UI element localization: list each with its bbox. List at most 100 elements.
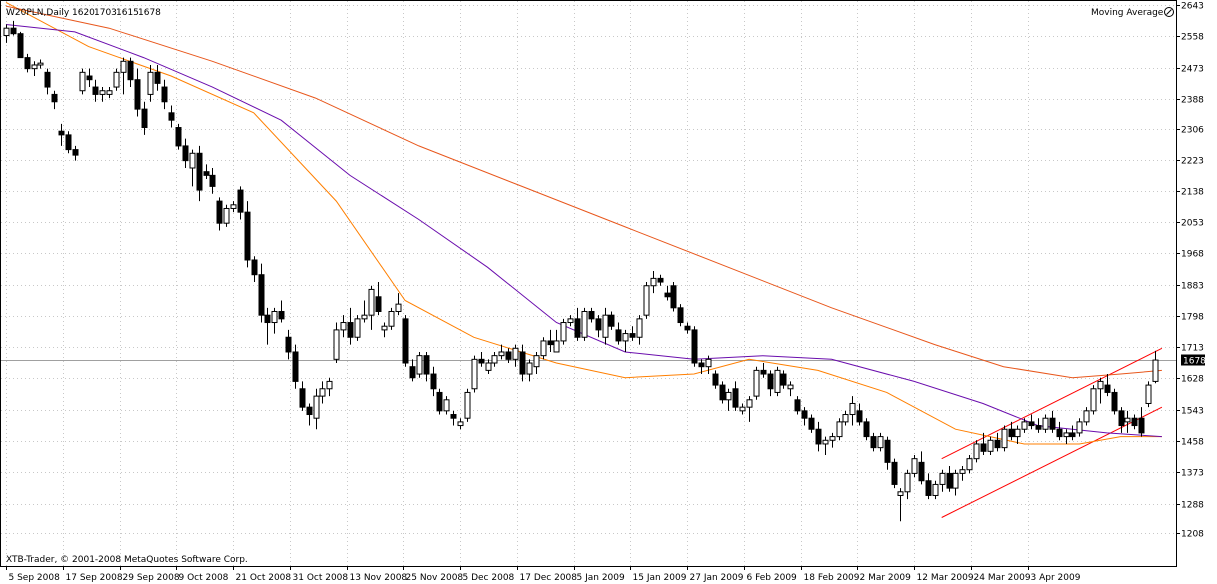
- candle: [471, 355, 478, 393]
- candle: [1083, 407, 1090, 426]
- candle-body-up: [1076, 421, 1083, 434]
- candle: [368, 285, 375, 330]
- candle-body-down: [24, 57, 31, 70]
- candle: [1118, 407, 1125, 433]
- candle: [629, 326, 636, 341]
- candle-body-up: [553, 340, 560, 353]
- candle-body-down: [450, 414, 457, 419]
- candle: [361, 300, 368, 323]
- candle-body-up: [1042, 417, 1049, 430]
- candle: [292, 344, 299, 389]
- candle-body-up: [1090, 388, 1097, 412]
- candle-body-up: [1083, 410, 1090, 423]
- candle: [1145, 381, 1152, 408]
- candle: [381, 322, 388, 338]
- candle: [92, 79, 99, 102]
- candle-body-up: [381, 325, 388, 331]
- candle-body-down: [58, 130, 65, 136]
- candle-body-up: [526, 362, 533, 375]
- candle: [278, 300, 285, 323]
- candle-body-down: [918, 461, 925, 482]
- x-tick-label: 13 Nov 2008: [350, 573, 408, 583]
- candle-body-up: [533, 355, 540, 368]
- candle: [99, 87, 106, 102]
- candle-body-up: [1001, 428, 1008, 449]
- candle: [388, 307, 395, 330]
- candle-body-up: [471, 358, 478, 390]
- candle-body-down: [237, 189, 244, 213]
- candle-body-down: [1049, 417, 1056, 430]
- candle: [285, 329, 292, 360]
- candle: [340, 315, 347, 338]
- candle-body-down: [264, 314, 271, 324]
- x-tick-label: 5 Sep 2008: [9, 573, 61, 583]
- candle-body-down: [856, 410, 863, 423]
- candle: [760, 363, 767, 378]
- candle-body-up: [1145, 384, 1152, 404]
- channel-line: [941, 406, 1163, 518]
- candle-body-down: [1104, 384, 1111, 393]
- candle: [416, 351, 423, 378]
- candle: [987, 436, 994, 455]
- candle: [725, 388, 732, 411]
- candle: [767, 370, 774, 397]
- grid-lines: [1, 1, 1176, 566]
- candle-body-down: [925, 480, 932, 496]
- y-tick-label: 1883: [1181, 282, 1204, 292]
- candle: [719, 381, 726, 404]
- candle-body-down: [815, 428, 822, 445]
- y-tick-label: 1458: [1181, 438, 1204, 448]
- candle: [842, 410, 849, 426]
- candle: [443, 396, 450, 415]
- candle-body-up: [1021, 421, 1028, 430]
- candle-body-up: [491, 355, 498, 364]
- candle-body-up: [319, 388, 326, 397]
- candle: [430, 366, 437, 397]
- candle: [836, 418, 843, 441]
- candle-body-up: [457, 421, 464, 427]
- candle-body-down: [670, 285, 677, 309]
- candle: [787, 381, 794, 397]
- candle-body-up: [1124, 417, 1131, 423]
- candle-body-down: [946, 472, 953, 489]
- candle-body-up: [512, 347, 519, 360]
- candle: [684, 322, 691, 334]
- candle-body-down: [1111, 391, 1118, 412]
- candle-body-up: [959, 469, 966, 474]
- candle-body-up: [31, 64, 38, 70]
- candle: [602, 307, 609, 345]
- candle-body-up: [746, 399, 753, 408]
- candle: [1104, 374, 1111, 397]
- candle-body-down: [17, 33, 24, 59]
- candle: [347, 307, 354, 345]
- x-tick-label: 27 Jan 2009: [690, 573, 744, 583]
- candle-body-down: [891, 461, 898, 485]
- candle-body-down: [863, 421, 870, 438]
- candle: [608, 311, 615, 330]
- candle: [450, 410, 457, 426]
- candle-body-down: [209, 174, 216, 187]
- candle: [753, 366, 760, 400]
- candle-body-up: [361, 314, 368, 320]
- indicator-close-icon[interactable]: [1164, 7, 1174, 17]
- candle: [794, 396, 801, 415]
- candle-body-up: [636, 318, 643, 338]
- candle: [134, 68, 141, 117]
- candle: [168, 105, 175, 128]
- candle-body-up: [581, 310, 588, 338]
- candle: [581, 307, 588, 341]
- candle: [904, 469, 911, 500]
- x-tick-label: 24 Mar 2009: [974, 573, 1031, 583]
- moving-average-line: [5, 24, 1162, 438]
- candle: [258, 263, 265, 323]
- candle: [911, 454, 918, 478]
- candle: [244, 201, 251, 268]
- candle-body-up: [602, 314, 609, 338]
- candle-body-up: [787, 384, 794, 390]
- candle: [526, 359, 533, 382]
- candle: [196, 145, 203, 202]
- candle-body-down: [258, 274, 265, 316]
- candle-body-down: [760, 369, 767, 375]
- candle-body-up: [313, 395, 320, 419]
